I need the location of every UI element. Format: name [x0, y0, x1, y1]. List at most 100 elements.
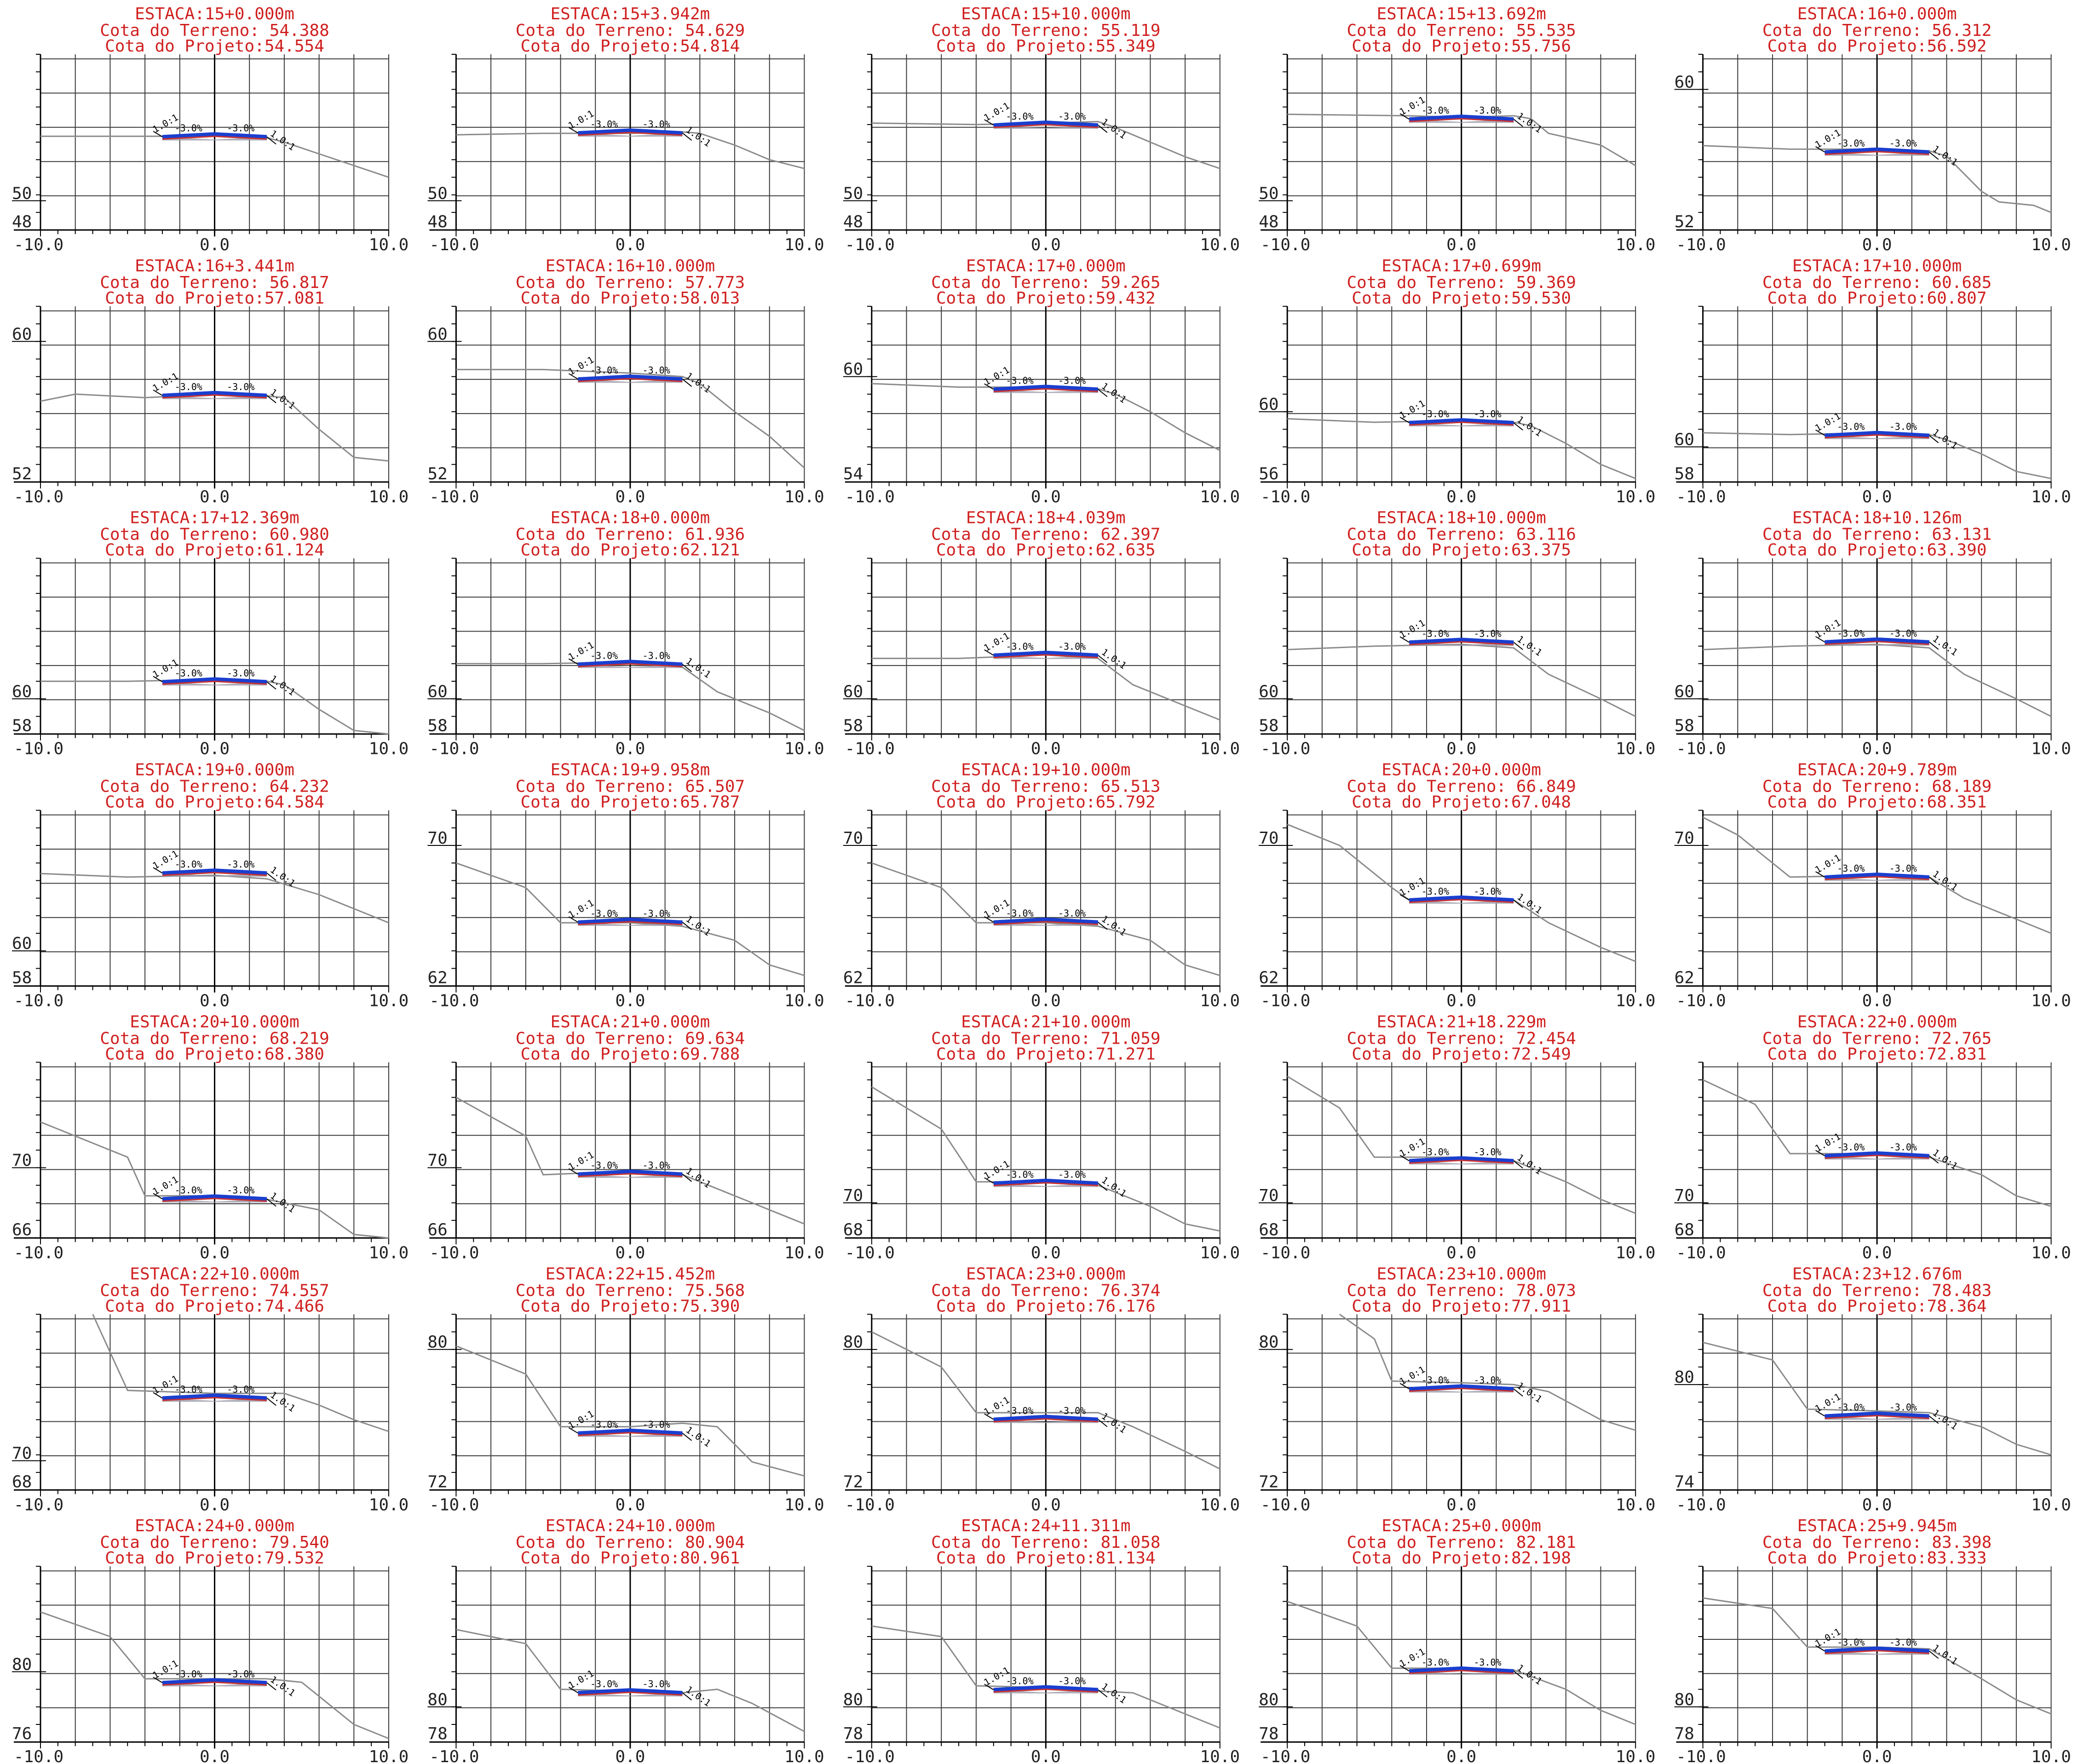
- x-tick-label: -10.0: [845, 1243, 895, 1262]
- y-label: 70: [843, 1186, 863, 1205]
- fill-area: [993, 922, 1098, 926]
- x-tick-label: 10.0: [1200, 1747, 1240, 1764]
- cota-projeto-label: Cota do Projeto:56.592: [1767, 37, 1987, 56]
- x-tick-label: 10.0: [784, 488, 824, 506]
- pavement-surface: [578, 374, 683, 381]
- y-label: 60: [1675, 682, 1694, 701]
- terrain-profile: [456, 368, 805, 469]
- y-label: 70: [427, 829, 447, 848]
- y-label: 48: [1259, 213, 1278, 231]
- talude-left: [1815, 1645, 1825, 1652]
- talude-left: [1815, 871, 1825, 878]
- y-label: 80: [427, 1333, 447, 1352]
- cota-terreno-label: Cota do Terreno: 72.454: [1347, 1029, 1576, 1048]
- cota-terreno-label: Cota do Terreno: 82.181: [1347, 1533, 1576, 1552]
- pavement-surface: [162, 132, 267, 139]
- x-tick-label: 10.0: [1200, 740, 1240, 758]
- estaca-label: ESTACA:17+0.000m: [966, 257, 1126, 276]
- fill-area: [1409, 423, 1514, 427]
- x-tick-label: 0.0: [1862, 992, 1892, 1011]
- x-tick-label: 10.0: [1200, 1243, 1240, 1262]
- talude-right: [682, 1173, 692, 1182]
- cota-projeto-label: Cota do Projeto:57.081: [105, 289, 324, 308]
- fill-area: [578, 922, 683, 926]
- slope-label: -3.0%: [1058, 1169, 1086, 1180]
- pavement-surface: [578, 1428, 683, 1435]
- pavement-surface: [1409, 895, 1514, 902]
- y-label: 60: [12, 682, 32, 701]
- slope-label: -3.0%: [227, 859, 254, 870]
- x-tick-label: -10.0: [1261, 1747, 1310, 1764]
- y-label: 50: [427, 184, 447, 203]
- pavement-base: [578, 1432, 683, 1436]
- cota-projeto-label: Cota do Projeto:72.549: [1352, 1045, 1571, 1063]
- slope-label: -3.0%: [1058, 1405, 1086, 1416]
- fill-area: [578, 664, 683, 668]
- terrain-profile: [1703, 145, 2052, 213]
- cota-terreno-label: Cota do Terreno: 78.483: [1762, 1281, 1992, 1300]
- pavement-base: [993, 124, 1098, 128]
- pavement-surface: [993, 1414, 1099, 1421]
- x-tick-label: 10.0: [1200, 992, 1240, 1011]
- x-tick-label: -10.0: [429, 1747, 479, 1764]
- x-tick-label: 10.0: [1616, 236, 1656, 254]
- terrain-profile: [40, 1611, 389, 1739]
- y-label: 58: [1675, 717, 1694, 735]
- estaca-label: ESTACA:21+0.000m: [551, 1012, 710, 1031]
- talude-left: [984, 1413, 994, 1420]
- x-tick-label: -10.0: [845, 236, 895, 254]
- talude-right: [1513, 642, 1523, 650]
- x-tick-label: -10.0: [1261, 1495, 1310, 1514]
- cota-projeto-label: Cota do Projeto:81.134: [936, 1549, 1156, 1568]
- estaca-label: ESTACA:15+0.000m: [135, 5, 294, 23]
- pavement-base: [1409, 1387, 1514, 1392]
- terrain-profile: [1703, 432, 2051, 479]
- talude-left: [984, 383, 994, 390]
- x-tick-label: 10.0: [369, 1243, 409, 1262]
- x-tick-label: 10.0: [784, 236, 824, 254]
- cota-projeto-label: Cota do Projeto:76.176: [936, 1297, 1156, 1316]
- estaca-label: ESTACA:16+0.000m: [1797, 5, 1957, 23]
- pavement-base: [162, 1197, 267, 1202]
- y-label: 80: [1259, 1333, 1278, 1352]
- estaca-label: ESTACA:17+0.699m: [1381, 257, 1541, 276]
- talude-left: [568, 658, 578, 665]
- talude-right: [682, 922, 692, 930]
- slope-label: -3.0%: [227, 1668, 254, 1679]
- estaca-label: ESTACA:22+10.000m: [130, 1264, 299, 1283]
- talude-right: [1513, 1671, 1523, 1679]
- x-tick-label: -10.0: [429, 1243, 479, 1262]
- slope-label: -3.0%: [1837, 1402, 1865, 1413]
- estaca-label: ESTACA:21+18.229m: [1376, 1012, 1546, 1031]
- talude-label: 1.0:1: [1931, 143, 1960, 168]
- x-tick-label: -10.0: [1676, 236, 1726, 254]
- pavement-base: [578, 378, 683, 382]
- talude-left: [568, 916, 578, 923]
- talude-left: [1399, 113, 1410, 120]
- y-label: 80: [1259, 1690, 1278, 1709]
- pavement-base: [162, 394, 267, 399]
- cota-terreno-label: Cota do Terreno: 65.513: [931, 777, 1161, 796]
- y-label: 48: [12, 213, 32, 231]
- y-label: 80: [12, 1655, 32, 1674]
- cota-projeto-label: Cota do Projeto:59.432: [936, 289, 1156, 308]
- cota-terreno-label: Cota do Terreno: 60.685: [1762, 273, 1992, 292]
- talude-label: 1.0:1: [684, 913, 713, 938]
- pavement-base: [162, 872, 267, 876]
- x-tick-label: 10.0: [1616, 488, 1656, 506]
- slope-label: -3.0%: [1837, 1637, 1865, 1648]
- cota-terreno-label: Cota do Terreno: 54.629: [516, 21, 745, 40]
- x-tick-label: -10.0: [1261, 740, 1310, 758]
- talude-left: [984, 1177, 994, 1184]
- talude-label: 1.0:1: [1515, 110, 1544, 135]
- talude-right: [1929, 1415, 1939, 1424]
- slope-label: -3.0%: [227, 667, 254, 678]
- pavement-surface: [578, 1169, 683, 1176]
- x-tick-label: 0.0: [1031, 1495, 1061, 1514]
